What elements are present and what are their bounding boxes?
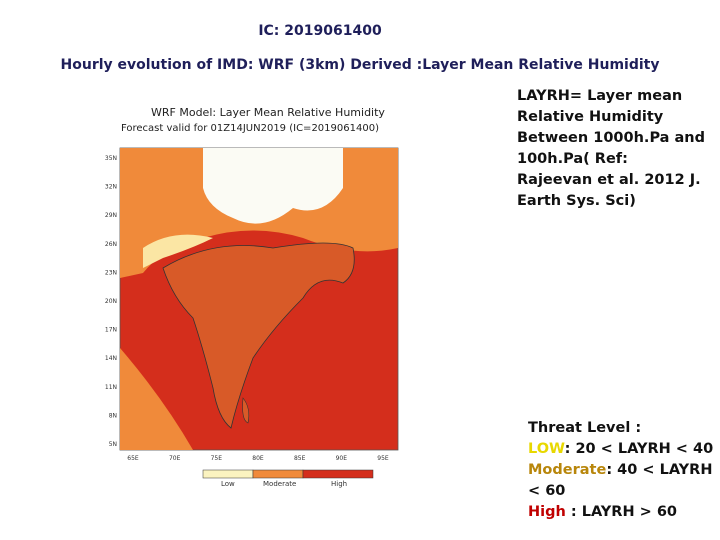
ic-title: IC: 2019061400 (258, 23, 382, 39)
lat-label: 29N (105, 212, 117, 219)
lon-label: 85E (294, 455, 306, 462)
india-outline (162, 242, 355, 429)
sri-lanka (242, 397, 250, 424)
lat-labels: 35N 32N 29N 26N 23N 20N 17N 14N 11N 8N 5N (105, 155, 117, 448)
threat-text: : LAYRH > 60 (565, 504, 678, 520)
threat-label: LOW (528, 441, 565, 457)
map-subtitle: Forecast valid for 01Z14JUN2019 (IC=2019… (121, 123, 379, 134)
lon-label: 80E (252, 455, 264, 462)
slide-title: Hourly evolution of IMD: WRF (3km) Deriv… (60, 57, 660, 73)
lon-label: 70E (169, 455, 181, 462)
colorbar-high (302, 469, 374, 479)
threat-text: : 40 < LAYRH < 60 (528, 462, 713, 499)
lat-label: 5N (109, 441, 117, 448)
low-area (203, 148, 343, 224)
lat-label: 8N (109, 412, 117, 419)
colorbar: Low Moderate High (202, 469, 374, 488)
low-band (143, 234, 213, 268)
legend-label: High (331, 480, 347, 488)
colorbar-low (202, 469, 254, 479)
lat-label: 20N (105, 298, 117, 305)
lat-label: 17N (105, 327, 117, 334)
reference-text: LAYRH= Layer mean Relative Humidity Betw… (517, 88, 705, 209)
lon-label: 75E (211, 455, 223, 462)
lon-label: 95E (377, 455, 389, 462)
colorbar-moderate (252, 469, 304, 479)
map-plot (119, 147, 399, 451)
lat-label: 26N (105, 241, 117, 248)
lat-label: 14N (105, 355, 117, 362)
threat-text: : 20 < LAYRH < 40 (564, 441, 714, 457)
lat-label: 11N (105, 384, 117, 391)
lat-label: 32N (105, 184, 117, 191)
threat-label: Moderate (528, 462, 607, 478)
moderate-sea (120, 348, 193, 450)
lon-labels: 65E 70E 75E 80E 85E 90E 95E (127, 455, 389, 462)
map-image: WRF Model: Layer Mean Relative Humidity … (103, 98, 403, 493)
lat-label: 23N (105, 269, 117, 276)
map-title: WRF Model: Layer Mean Relative Humidity (151, 106, 385, 119)
legend-label: Low (221, 480, 235, 488)
threat-item: Moderate: 40 < LAYRH < 60 (528, 460, 718, 502)
legend-label: Moderate (263, 480, 296, 488)
threat-item: High : LAYRH > 60 (528, 502, 718, 523)
lon-label: 65E (127, 455, 139, 462)
threat-heading: Threat Level : (528, 420, 642, 436)
lat-label: 35N (105, 155, 117, 162)
threat-label: High (528, 504, 566, 520)
threat-level: Threat Level : LOW: 20 < LAYRH < 40 Mode… (528, 418, 718, 523)
lon-label: 90E (336, 455, 348, 462)
threat-item: LOW: 20 < LAYRH < 40 (528, 439, 718, 460)
